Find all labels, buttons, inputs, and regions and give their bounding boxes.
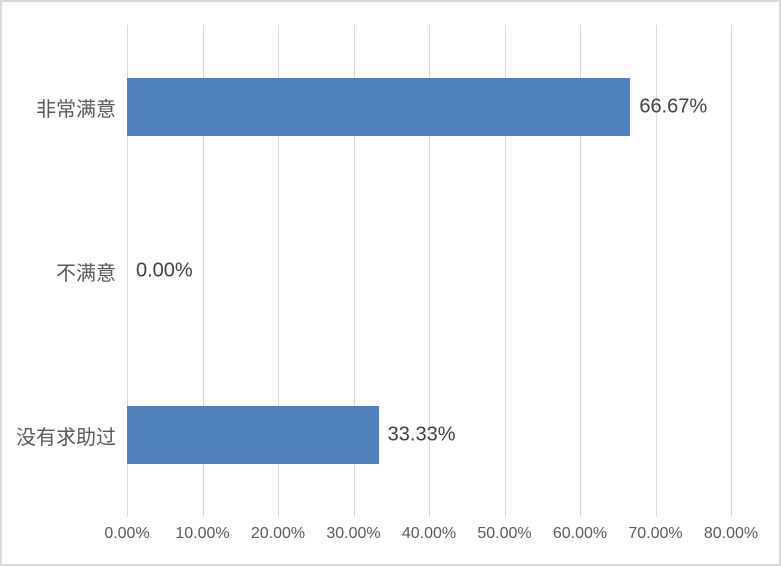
gridline-40	[429, 25, 430, 517]
x-tick-label: 40.00%	[401, 525, 457, 542]
x-tick-label: 0.00%	[104, 525, 150, 542]
value-axis: 0.00% 10.00% 20.00% 30.00% 40.00% 50.00%…	[104, 525, 758, 547]
plot-area: 66.67% 0.00% 33.33%	[127, 25, 732, 517]
value-label: 66.67%	[639, 95, 708, 118]
gridline-0	[127, 25, 128, 517]
x-tick-label: 10.00%	[175, 525, 230, 542]
gridline-30	[353, 25, 355, 517]
category-label: 非常满意	[36, 98, 116, 121]
x-tick-label: 60.00%	[552, 525, 608, 542]
gridline-20	[278, 25, 279, 517]
bar-row: 33.33%	[127, 353, 731, 517]
x-tick-label: 50.00%	[477, 525, 532, 542]
value-label: 0.00%	[136, 259, 193, 282]
bar-row: 66.67%	[127, 25, 731, 189]
x-tick-label: 30.00%	[326, 525, 381, 542]
category-axis: 非常满意 不满意 没有求助过	[2, 25, 116, 517]
category-label: 不满意	[56, 262, 116, 285]
gridline-80	[731, 25, 732, 517]
gridline-10	[202, 25, 204, 517]
gridline-60	[580, 25, 581, 517]
gridline-50	[504, 25, 506, 517]
x-tick-label: 80.00%	[703, 525, 759, 542]
x-tick-label: 20.00%	[250, 525, 306, 542]
x-tick-label: 70.00%	[628, 525, 683, 542]
value-label: 33.33%	[387, 423, 456, 446]
bar-very-satisfied[interactable]	[127, 78, 631, 136]
bar-never-asked[interactable]	[127, 406, 379, 464]
gridline-70	[655, 25, 657, 517]
bar-row: 0.00%	[127, 189, 731, 353]
category-label: 没有求助过	[16, 426, 116, 449]
